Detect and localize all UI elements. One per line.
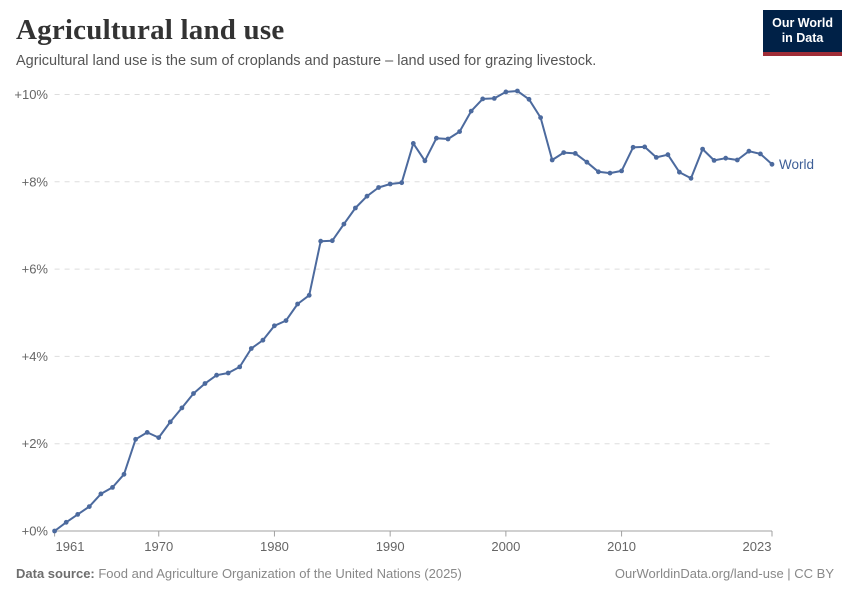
data-point: [526, 96, 532, 102]
data-point: [619, 168, 624, 174]
data-point: [387, 181, 393, 187]
data-point: [711, 158, 717, 163]
data-point: [260, 337, 266, 343]
x-axis-tick-label: 1970: [144, 539, 173, 554]
x-axis-tick-label: 1980: [260, 539, 289, 554]
data-point: [665, 152, 671, 158]
x-axis-tick-label: 2023: [743, 539, 772, 554]
x-axis-tick-label: 2010: [607, 539, 636, 554]
data-point: [445, 136, 451, 142]
data-point: [318, 238, 324, 244]
owid-logo[interactable]: Our World in Data: [763, 10, 842, 56]
x-axis-tick-label: 2000: [491, 539, 520, 554]
data-point: [596, 169, 601, 175]
data-source-label: Data source:: [16, 566, 95, 581]
data-point: [283, 318, 289, 323]
data-point: [225, 370, 231, 376]
data-point: [422, 158, 428, 164]
data-point: [86, 504, 92, 509]
data-point: [700, 146, 705, 152]
data-point: [376, 185, 381, 190]
data-point: [306, 292, 312, 298]
y-axis-tick-label: +0%: [22, 524, 49, 539]
owid-license-link[interactable]: OurWorldinData.org/land-use | CC BY: [614, 566, 834, 581]
y-axis-tick-label: +8%: [22, 174, 49, 189]
data-point: [214, 372, 220, 378]
data-point: [515, 88, 520, 94]
data-point: [758, 151, 763, 157]
data-point: [584, 159, 590, 165]
data-point: [179, 405, 185, 411]
world-series-line: [53, 90, 773, 532]
data-point: [503, 89, 509, 95]
data-point: [642, 144, 648, 150]
data-point: [98, 491, 104, 497]
data-point: [353, 205, 358, 211]
data-point: [607, 170, 613, 176]
y-axis-tick-label: +10%: [14, 87, 48, 102]
x-axis-tick-label: 1961: [56, 539, 85, 554]
data-point: [52, 528, 57, 534]
data-point: [480, 96, 486, 102]
data-point: [121, 471, 127, 477]
data-point: [549, 157, 555, 163]
data-point: [144, 430, 150, 435]
logo-line1: Our World: [772, 16, 833, 30]
data-point: [561, 150, 567, 156]
data-point: [329, 238, 335, 244]
data-point: [295, 301, 300, 307]
data-point: [364, 193, 370, 199]
data-source-note: Data source: Food and Agriculture Organi…: [16, 566, 462, 581]
data-point: [746, 148, 752, 154]
data-point: [572, 151, 578, 156]
data-point: [156, 435, 162, 440]
y-axis-tick-label: +2%: [22, 436, 49, 451]
data-point: [468, 108, 474, 114]
data-point: [653, 155, 659, 160]
chart-subtitle: Agricultural land use is the sum of crop…: [16, 53, 597, 69]
data-point: [272, 323, 277, 329]
data-source-text: Food and Agriculture Organization of the…: [94, 566, 462, 581]
data-point: [63, 519, 69, 525]
x-axis-tick-label: 1990: [376, 539, 405, 554]
data-point: [248, 346, 254, 351]
data-point: [538, 115, 543, 120]
data-point: [457, 129, 462, 135]
data-point: [723, 155, 729, 161]
data-point: [677, 169, 682, 175]
data-point: [341, 221, 347, 227]
data-point: [133, 436, 139, 442]
data-point: [110, 485, 115, 490]
page-title: Agricultural land use: [16, 14, 285, 46]
data-point: [191, 391, 196, 396]
data-point: [491, 96, 497, 101]
entity-label-world[interactable]: World: [779, 157, 814, 172]
data-point: [399, 180, 405, 186]
data-point: [688, 175, 694, 181]
data-point: [769, 161, 775, 167]
data-point: [237, 364, 243, 370]
data-point: [734, 157, 740, 163]
data-point: [167, 419, 173, 425]
data-point: [410, 141, 416, 146]
data-point: [202, 381, 208, 386]
data-point: [75, 512, 81, 517]
y-axis-tick-label: +4%: [22, 349, 49, 364]
data-point: [434, 135, 439, 141]
data-point: [630, 144, 636, 150]
logo-line2: in Data: [781, 31, 824, 46]
y-axis-tick-label: +6%: [22, 262, 49, 277]
